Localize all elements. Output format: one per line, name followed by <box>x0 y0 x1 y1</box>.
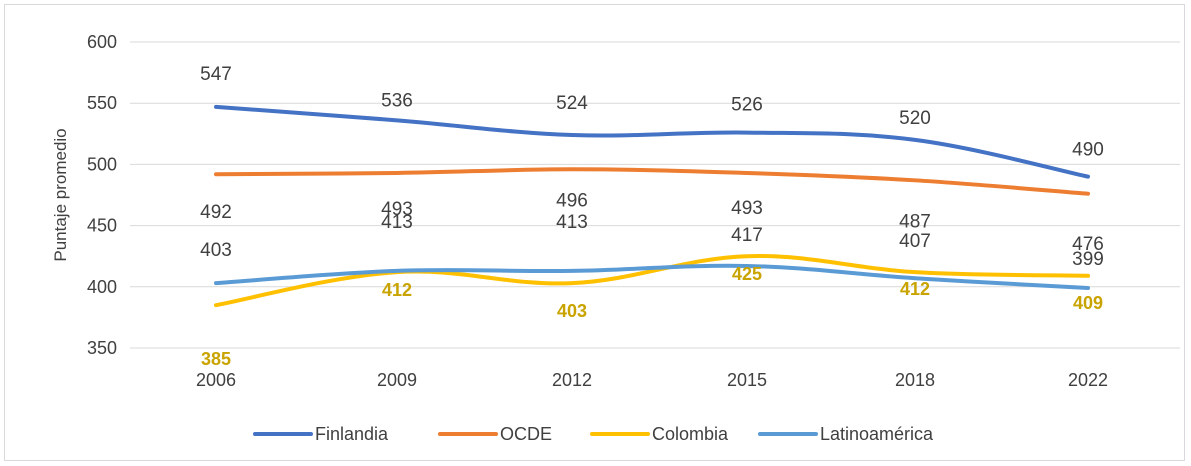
data-label-finlandia-2006: 547 <box>200 64 232 85</box>
y-axis-label: Puntaje promedio <box>51 128 70 261</box>
x-tick-label-2012: 2012 <box>552 370 592 390</box>
data-label-colombia-2012: 403 <box>557 301 587 321</box>
data-label-latinoam-rica-2012: 413 <box>556 212 588 233</box>
data-label-colombia-2009: 412 <box>382 280 412 300</box>
data-labels: 547 536 524 526 520 490 492 493 496 493 487 476 385 4… <box>200 64 1104 369</box>
legend: Finlandia OCDE Colombia Latinoamérica <box>253 424 934 444</box>
y-tick-label-350: 350 <box>87 338 117 358</box>
data-label-ocde-2006: 492 <box>200 202 232 223</box>
data-label-latinoam-rica-2009: 413 <box>381 212 413 233</box>
data-label-colombia-2022: 409 <box>1073 293 1103 313</box>
data-label-latinoam-rica-2022: 399 <box>1072 249 1104 270</box>
gridlines <box>130 41 1180 349</box>
data-label-finlandia-2015: 526 <box>731 95 763 116</box>
data-label-ocde-2018: 487 <box>899 211 931 232</box>
x-axis-ticks: 2006 2009 2012 2015 2018 2022 <box>196 370 1108 390</box>
y-tick-label-400: 400 <box>87 277 117 297</box>
x-tick-label-2006: 2006 <box>196 370 236 390</box>
data-label-finlandia-2022: 490 <box>1072 140 1104 161</box>
data-label-latinoam-rica-2006: 403 <box>200 240 232 261</box>
data-label-ocde-2012: 496 <box>556 190 588 211</box>
series-lines <box>214 104 1090 308</box>
data-label-colombia-2018: 412 <box>900 279 930 299</box>
legend-label-ocde: OCDE <box>500 424 552 444</box>
series-line-finlandia <box>214 104 1090 179</box>
data-label-latinoam-rica-2015: 417 <box>731 225 763 246</box>
data-label-finlandia-2009: 536 <box>381 90 413 111</box>
data-label-ocde-2015: 493 <box>731 198 763 219</box>
data-label-latinoam-rica-2018: 407 <box>899 231 931 252</box>
data-label-colombia-2015: 425 <box>732 264 762 284</box>
x-tick-label-2015: 2015 <box>727 370 767 390</box>
x-tick-label-2018: 2018 <box>895 370 935 390</box>
data-label-ocde-2009: 493 <box>381 199 413 220</box>
y-tick-label-450: 450 <box>87 216 117 236</box>
series-line-ocde <box>214 167 1090 196</box>
series-line-latinoam-rica <box>214 263 1090 291</box>
chart-frame <box>4 4 1185 461</box>
data-label-finlandia-2012: 524 <box>556 93 588 114</box>
x-tick-label-2022: 2022 <box>1068 370 1108 390</box>
x-tick-label-2009: 2009 <box>377 370 417 390</box>
legend-label-latinoam-rica: Latinoamérica <box>820 424 934 444</box>
legend-label-colombia: Colombia <box>652 424 729 444</box>
y-axis-ticks: 350 400 450 500 550 600 <box>87 32 117 358</box>
data-label-finlandia-2018: 520 <box>899 108 931 129</box>
data-label-colombia-2006: 385 <box>201 349 231 369</box>
y-tick-label-600: 600 <box>87 32 117 52</box>
data-label-ocde-2022: 476 <box>1072 234 1104 255</box>
y-tick-label-500: 500 <box>87 154 117 174</box>
y-tick-label-550: 550 <box>87 93 117 113</box>
legend-label-finlandia: Finlandia <box>315 424 389 444</box>
